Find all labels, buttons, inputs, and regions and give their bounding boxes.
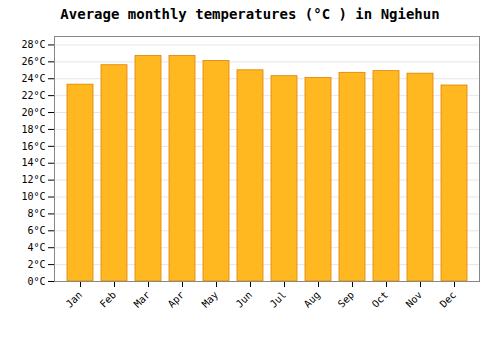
svg-text:24°C: 24°C [21, 73, 45, 84]
svg-text:Apr: Apr [166, 289, 187, 310]
svg-text:Jun: Jun [234, 289, 255, 310]
svg-text:0°C: 0°C [27, 276, 45, 287]
svg-text:20°C: 20°C [21, 107, 45, 118]
svg-text:Sep: Sep [336, 289, 357, 310]
svg-text:4°C: 4°C [27, 242, 45, 253]
svg-text:Mar: Mar [132, 289, 153, 310]
svg-text:2°C: 2°C [27, 259, 45, 270]
svg-text:Jul: Jul [268, 289, 289, 310]
svg-text:Aug: Aug [302, 289, 323, 310]
svg-text:Jan: Jan [64, 289, 85, 310]
svg-text:6°C: 6°C [27, 225, 45, 236]
svg-text:8°C: 8°C [27, 208, 45, 219]
svg-text:16°C: 16°C [21, 141, 45, 152]
svg-text:22°C: 22°C [21, 90, 45, 101]
svg-text:May: May [200, 289, 221, 310]
svg-text:10°C: 10°C [21, 191, 45, 202]
svg-text:14°C: 14°C [21, 157, 45, 168]
svg-text:26°C: 26°C [21, 56, 45, 67]
svg-text:28°C: 28°C [21, 39, 45, 50]
svg-text:18°C: 18°C [21, 124, 45, 135]
svg-text:Dec: Dec [438, 289, 459, 310]
svg-text:Nov: Nov [404, 289, 425, 310]
html-text:Average monthly temperatures (: Average monthly temperatures (°C ) in Ng… [60, 6, 440, 22]
svg-text:12°C: 12°C [21, 174, 45, 185]
svg-text:Oct: Oct [370, 289, 391, 310]
svg-text:Feb: Feb [98, 289, 119, 310]
